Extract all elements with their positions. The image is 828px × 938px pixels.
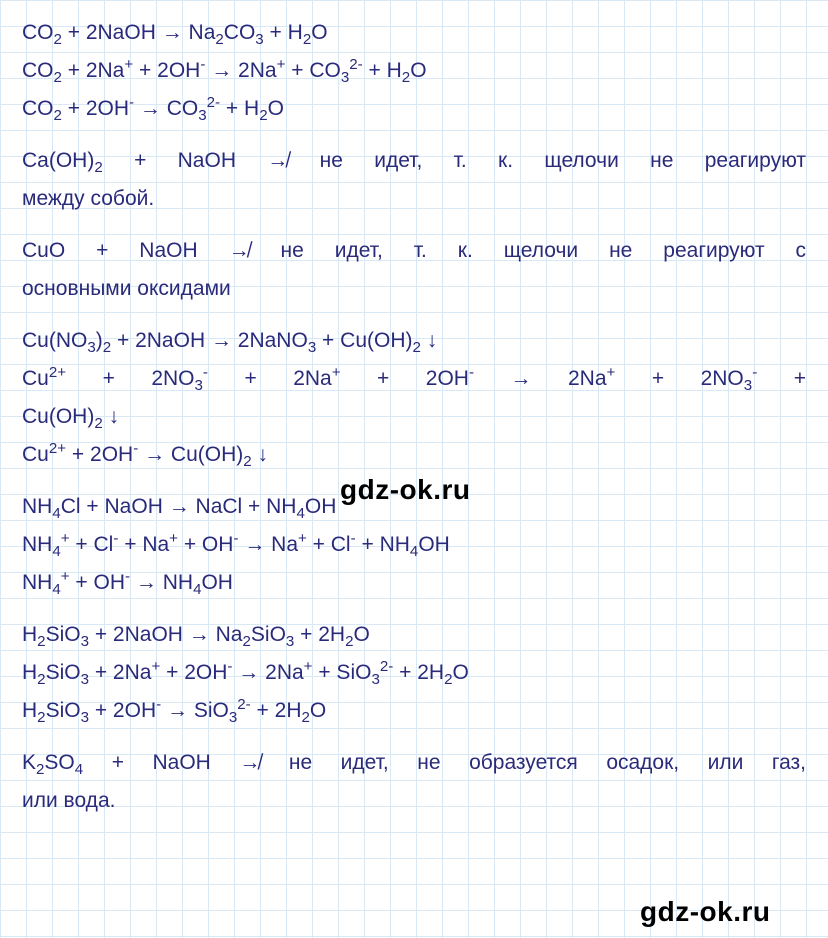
equation-line: Cu2+ + 2NO3- + 2Na+ + 2OH- → 2Na+ + 2NO3… [22,360,806,398]
paragraph-line: Ca(OH)2 + NaOH ↛ не идет, т. к. щелочи н… [22,142,806,180]
paragraph-line: или вода. [22,782,806,820]
block-gap [22,128,806,142]
block-gap [22,218,806,232]
equation-line: Cu(OH)2 ↓ [22,398,806,436]
notebook-page: CO2 + 2NaOH → Na2CO3 + H2O CO2 + 2Na+ + … [0,0,828,938]
equation-line: CO2 + 2NaOH → Na2CO3 + H2O [22,14,806,52]
equation-line: CO2 + 2OH- → CO32- + H2O [22,90,806,128]
equation-line: H2SiO3 + 2OH- → SiO32- + 2H2O [22,692,806,730]
equation-line: NH4+ + Cl- + Na+ + OH- → Na+ + Cl- + NH4… [22,526,806,564]
paragraph-line: K2SO4 + NaOH ↛ не идет, не образуется ос… [22,744,806,782]
equation-line: Cu(NO3)2 + 2NaOH → 2NaNO3 + Cu(OH)2 ↓ [22,322,806,360]
block-gap [22,308,806,322]
equation-line: CO2 + 2Na+ + 2OH- → 2Na+ + CO32- + H2O [22,52,806,90]
block-gap [22,730,806,744]
equation-line: NH4+ + OH- → NH4OH [22,564,806,602]
watermark-text: gdz-ok.ru [340,474,471,506]
paragraph-line: CuO + NaOH ↛ не идет, т. к. щелочи не ре… [22,232,806,270]
paragraph-line: между собой. [22,180,806,218]
equation-line: H2SiO3 + 2NaOH → Na2SiO3 + 2H2O [22,616,806,654]
equation-line: H2SiO3 + 2Na+ + 2OH- → 2Na+ + SiO32- + 2… [22,654,806,692]
paragraph-line: основными оксидами [22,270,806,308]
equation-line: Cu2+ + 2OH- → Cu(OH)2 ↓ [22,436,806,474]
watermark-text: gdz-ok.ru [640,896,771,928]
block-gap [22,602,806,616]
